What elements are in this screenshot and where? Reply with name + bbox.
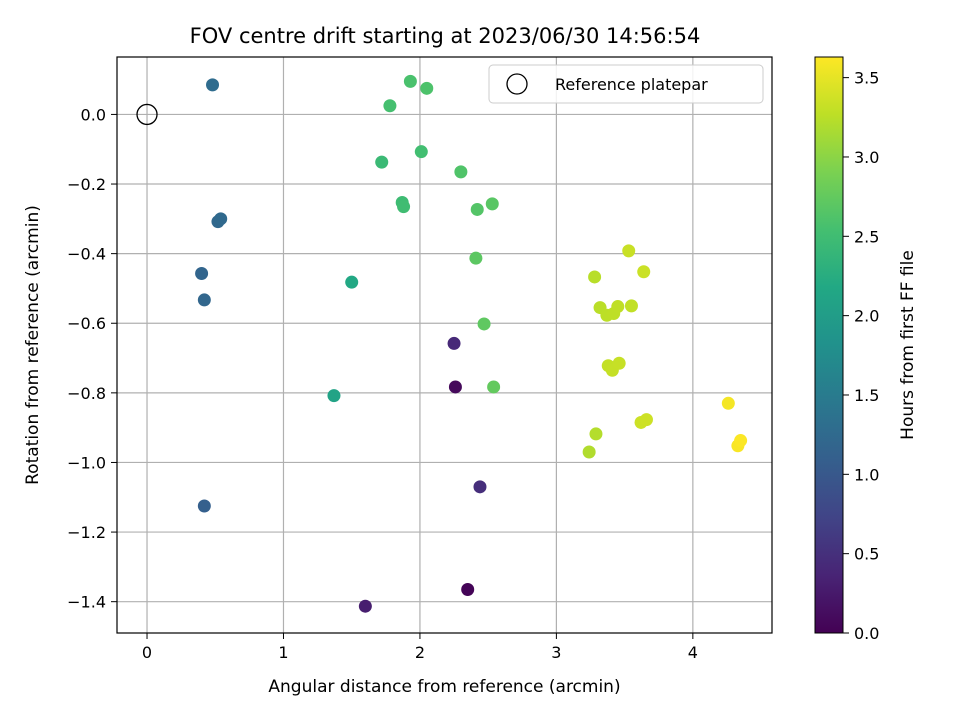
colorbar-tick-label: 1.0	[854, 465, 879, 484]
x-tick-label: 2	[415, 643, 425, 662]
y-tick-label: −0.4	[67, 245, 106, 264]
y-tick-label: 0.0	[81, 105, 106, 124]
data-point	[327, 389, 341, 403]
data-point	[461, 582, 475, 596]
colorbar-ticks: 0.0 0.5 1.0 1.5 2.0 2.5 3.0 3.5	[843, 69, 879, 643]
colorbar-tick-label: 2.5	[854, 227, 879, 246]
data-point	[588, 270, 602, 284]
data-point	[358, 599, 372, 613]
data-point	[195, 266, 209, 280]
data-point	[589, 427, 603, 441]
plot-frame	[116, 56, 773, 634]
y-tick-label: −1.0	[67, 453, 106, 472]
data-point	[734, 434, 748, 448]
x-tick-label: 4	[688, 643, 698, 662]
data-point	[197, 499, 211, 513]
data-point	[637, 265, 651, 279]
legend-marker-hollow-circle	[506, 73, 528, 95]
colorbar-tick-label: 3.0	[854, 148, 879, 167]
x-tick-label: 0	[142, 643, 152, 662]
data-point	[622, 244, 636, 258]
x-tick-label: 3	[551, 643, 561, 662]
colorbar-tick-label: 2.0	[854, 307, 879, 326]
grid	[117, 57, 772, 633]
data-point	[477, 317, 491, 331]
colorbar-tick-label: 0.5	[854, 545, 879, 564]
data-point	[414, 145, 428, 159]
data-point	[612, 356, 626, 370]
data-point	[197, 293, 211, 307]
x-axis-ticks: 0 1 2 3 4	[142, 633, 698, 662]
data-point	[469, 251, 483, 265]
legend-label: Reference platepar	[555, 75, 708, 94]
reference-platepar-marker	[136, 103, 158, 126]
data-point	[624, 299, 638, 313]
y-tick-label: −1.4	[67, 593, 106, 612]
data-point	[582, 445, 596, 459]
x-axis-label: Angular distance from reference (arcmin)	[268, 677, 620, 697]
y-tick-label: −0.6	[67, 314, 106, 333]
data-point	[214, 212, 228, 226]
data-point	[487, 380, 501, 394]
data-point	[383, 99, 397, 113]
data-point	[448, 380, 462, 394]
data-point	[403, 74, 417, 88]
colorbar-tick-label: 3.5	[854, 69, 879, 88]
data-point	[639, 413, 653, 427]
y-axis-label: Rotation from reference (arcmin)	[23, 205, 43, 485]
data-points	[136, 74, 748, 613]
y-tick-label: −0.8	[67, 384, 106, 403]
data-point	[206, 78, 220, 92]
y-tick-label: −0.2	[67, 175, 106, 194]
data-point	[721, 396, 735, 410]
colorbar: 0.0 0.5 1.0 1.5 2.0 2.5 3.0 3.5 Hours from firs…	[814, 56, 918, 643]
colorbar-tick-label: 0.0	[854, 624, 879, 643]
data-point	[454, 165, 468, 179]
colorbar-label: Hours from first FF file	[898, 250, 918, 440]
data-point	[420, 81, 434, 95]
y-axis-ticks: 0.0 −0.2 −0.4 −0.6 −0.8 −1.0 −1.2 −1.4	[67, 105, 117, 612]
colorbar-gradient	[815, 57, 843, 633]
legend: Reference platepar	[488, 64, 764, 104]
x-tick-label: 1	[278, 643, 288, 662]
colorbar-tick-label: 1.5	[854, 386, 879, 405]
data-point	[397, 200, 411, 214]
colorbar-frame	[814, 56, 844, 634]
data-point	[485, 197, 499, 211]
data-point	[473, 480, 487, 494]
y-tick-label: −1.2	[67, 523, 106, 542]
data-point	[611, 300, 625, 314]
data-point	[345, 275, 359, 289]
data-point	[375, 155, 389, 169]
chart-title: FOV centre drift starting at 2023/06/30 …	[190, 24, 701, 48]
legend-box	[488, 64, 764, 104]
data-point	[447, 336, 461, 350]
data-point	[470, 202, 484, 216]
